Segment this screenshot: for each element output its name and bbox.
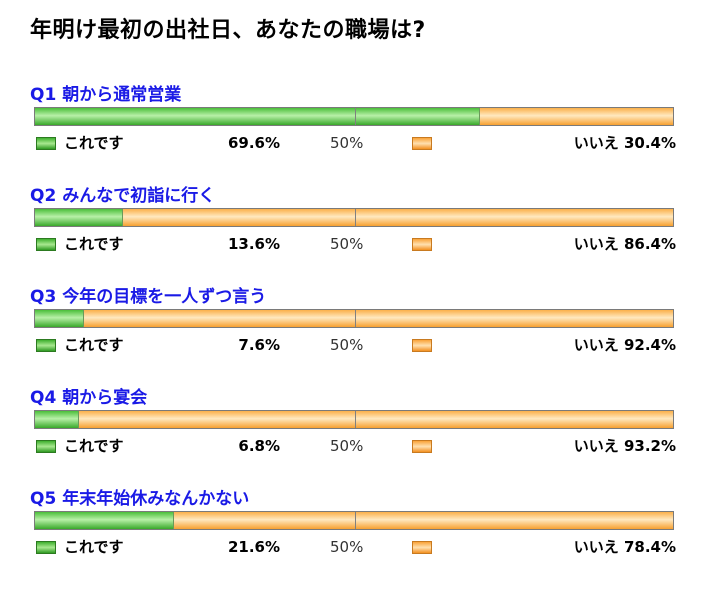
bar-yes-segment <box>35 108 481 125</box>
no-percent: 30.4% <box>623 134 676 152</box>
yes-swatch <box>36 541 56 554</box>
fifty-percent-line <box>355 209 356 226</box>
fifty-percent-label: 50% <box>330 235 364 253</box>
no-label: いいえ <box>573 134 619 152</box>
yes-label: これです <box>64 134 124 152</box>
yes-swatch <box>36 238 56 251</box>
fifty-percent-line <box>355 310 356 327</box>
fifty-percent-label: 50% <box>330 134 364 152</box>
stacked-bar <box>34 208 674 227</box>
legend-row: これです 7.6% 50% いいえ 92.4% <box>30 334 680 356</box>
bar-yes-segment <box>35 512 174 529</box>
yes-swatch <box>36 137 56 150</box>
no-swatch <box>412 440 432 453</box>
stacked-bar <box>34 107 674 126</box>
no-percent: 93.2% <box>623 437 676 455</box>
no-label: いいえ <box>573 235 619 253</box>
no-percent: 86.4% <box>623 235 676 253</box>
no-swatch <box>412 137 432 150</box>
stacked-bar <box>34 511 674 530</box>
no-percent: 92.4% <box>623 336 676 354</box>
fifty-percent-label: 50% <box>330 437 364 455</box>
bar-yes-segment <box>35 411 80 428</box>
bar-yes-segment <box>35 310 85 327</box>
question-block-1: Q1 朝から通常営業 これです 69.6% 50% いいえ 30.4% <box>30 80 680 180</box>
no-swatch <box>412 238 432 251</box>
yes-percent: 21.6% <box>227 538 280 556</box>
yes-label: これです <box>64 336 124 354</box>
fifty-percent-line <box>355 108 356 125</box>
yes-percent: 7.6% <box>238 336 280 354</box>
yes-percent: 13.6% <box>227 235 280 253</box>
yes-percent: 69.6% <box>227 134 280 152</box>
stacked-bar <box>34 410 674 429</box>
yes-swatch <box>36 440 56 453</box>
question-block-2: Q2 みんなで初詣に行く これです 13.6% 50% いいえ 86.4% <box>30 181 680 281</box>
question-block-4: Q4 朝から宴会 これです 6.8% 50% いいえ 93.2% <box>30 383 680 483</box>
chart-title: 年明け最初の出社日、あなたの職場は? <box>30 18 426 43</box>
fifty-percent-label: 50% <box>330 336 364 354</box>
legend-row: これです 69.6% 50% いいえ 30.4% <box>30 132 680 154</box>
question-label: Q5 年末年始休みなんかない <box>30 489 250 509</box>
no-percent: 78.4% <box>623 538 676 556</box>
no-swatch <box>412 339 432 352</box>
yes-percent: 6.8% <box>238 437 280 455</box>
fifty-percent-label: 50% <box>330 538 364 556</box>
question-label: Q3 今年の目標を一人ずつ言う <box>30 287 267 307</box>
question-label: Q4 朝から宴会 <box>30 388 148 408</box>
yes-label: これです <box>64 437 124 455</box>
no-swatch <box>412 541 432 554</box>
no-label: いいえ <box>573 437 619 455</box>
yes-label: これです <box>64 235 124 253</box>
legend-row: これです 13.6% 50% いいえ 86.4% <box>30 233 680 255</box>
no-label: いいえ <box>573 538 619 556</box>
bar-yes-segment <box>35 209 123 226</box>
legend-row: これです 6.8% 50% いいえ 93.2% <box>30 435 680 457</box>
question-label: Q1 朝から通常営業 <box>30 85 182 105</box>
yes-swatch <box>36 339 56 352</box>
no-label: いいえ <box>573 336 619 354</box>
yes-label: これです <box>64 538 124 556</box>
legend-row: これです 21.6% 50% いいえ 78.4% <box>30 536 680 558</box>
question-block-5: Q5 年末年始休みなんかない これです 21.6% 50% いいえ 78.4% <box>30 484 680 584</box>
question-label: Q2 みんなで初詣に行く <box>30 186 216 206</box>
question-block-3: Q3 今年の目標を一人ずつ言う これです 7.6% 50% いいえ 92.4% <box>30 282 680 382</box>
stacked-bar <box>34 309 674 328</box>
fifty-percent-line <box>355 512 356 529</box>
fifty-percent-line <box>355 411 356 428</box>
